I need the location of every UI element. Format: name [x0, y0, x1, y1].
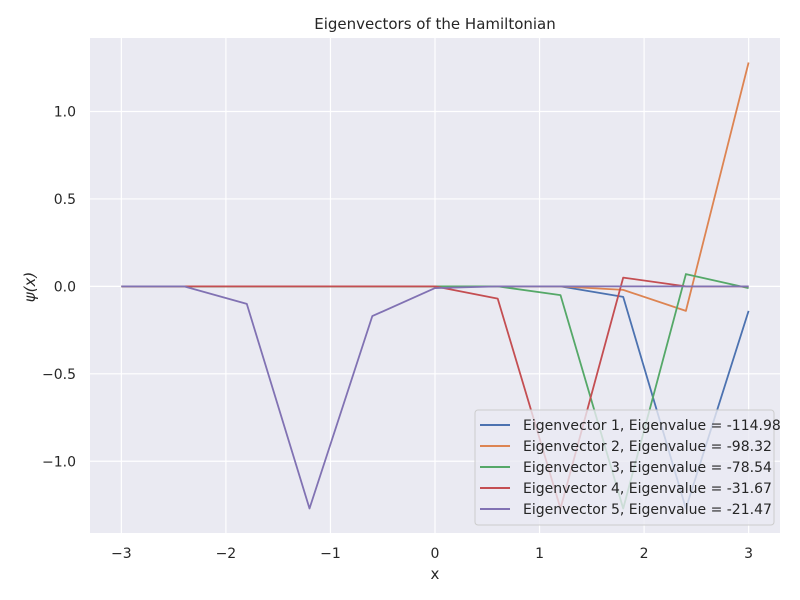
series-line-4 [121, 276, 749, 510]
x-tick-label: 2 [640, 546, 649, 562]
y-tick-label: −0.5 [42, 367, 76, 383]
legend: Eigenvector 1, Eigenvalue = -114.98 Eigen… [474, 409, 781, 526]
x-tick-label: 3 [744, 546, 753, 562]
legend-box [474, 409, 775, 526]
y-tick-label: 0.5 [54, 192, 76, 208]
y-tick-label: −1.0 [42, 454, 76, 470]
legend-label-4: Eigenvector 4, Eigenvalue = -31.67 [523, 481, 772, 497]
series-line-5 [121, 285, 749, 510]
y-tick-label: 0.0 [54, 279, 76, 295]
y-axis-label: ψ(x) [21, 272, 39, 302]
legend-label-2: Eigenvector 2, Eigenvalue = -98.32 [523, 439, 772, 455]
y-tick-label: 1.0 [54, 104, 76, 120]
x-tick-label: −3 [111, 546, 132, 562]
chart-title: Eigenvectors of the Hamiltonian [314, 15, 556, 33]
legend-label-3: Eigenvector 3, Eigenvalue = -78.54 [523, 460, 772, 476]
x-tick-label: 1 [535, 546, 544, 562]
x-tick-label: −1 [320, 546, 341, 562]
x-tick-label: −2 [216, 546, 237, 562]
x-tick-label: 0 [431, 546, 440, 562]
y-tick-labels: −1.0 −0.5 0.0 0.5 1.0 [42, 104, 76, 470]
legend-label-1: Eigenvector 1, Eigenvalue = -114.98 [523, 418, 781, 434]
x-axis-label: x [431, 565, 440, 583]
legend-label-5: Eigenvector 5, Eigenvalue = -21.47 [523, 502, 772, 518]
x-tick-labels: −3 −2 −1 0 1 2 3 [111, 546, 753, 562]
